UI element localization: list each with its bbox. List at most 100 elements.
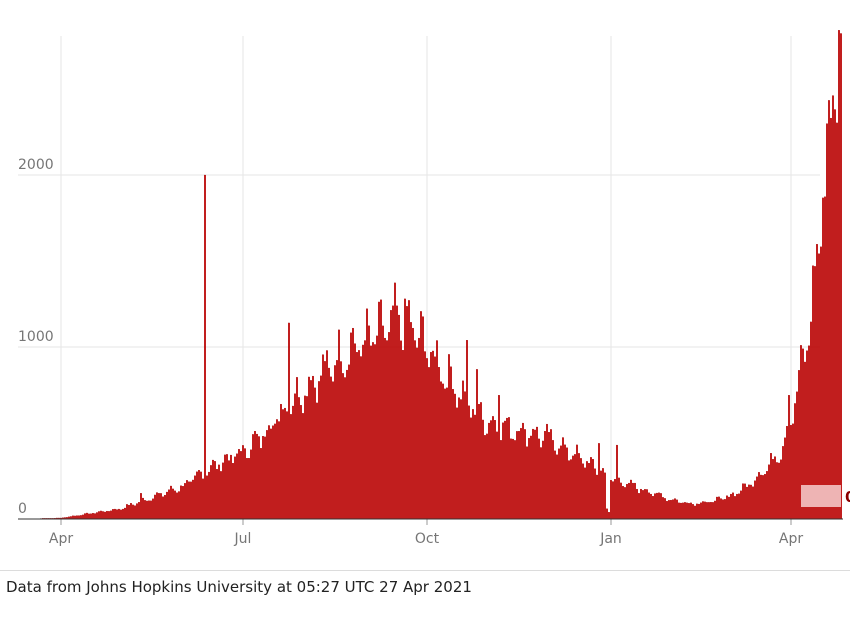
bar xyxy=(608,512,610,520)
bar xyxy=(780,459,782,520)
bar xyxy=(492,416,494,520)
bar xyxy=(332,381,334,520)
bar xyxy=(206,475,208,520)
bar xyxy=(658,492,660,520)
bar xyxy=(670,499,672,520)
bar xyxy=(382,325,384,520)
bar xyxy=(386,340,388,520)
bar xyxy=(508,417,510,520)
bar xyxy=(84,513,86,520)
bar xyxy=(638,493,640,520)
bar xyxy=(172,488,174,520)
bar xyxy=(724,499,726,520)
bar xyxy=(820,246,822,520)
bar xyxy=(96,512,98,520)
bar xyxy=(434,356,436,520)
bar xyxy=(556,454,558,520)
bar xyxy=(456,407,458,520)
bar xyxy=(80,515,82,520)
bar xyxy=(624,487,626,520)
bar xyxy=(678,502,680,520)
bar xyxy=(182,486,184,520)
bar xyxy=(316,402,318,520)
bar xyxy=(340,361,342,520)
y-tick-label: 1000 xyxy=(18,329,54,345)
bar xyxy=(358,350,360,520)
bar xyxy=(140,493,142,520)
bar xyxy=(412,327,414,520)
bar xyxy=(110,510,112,520)
bar xyxy=(692,504,694,520)
bar xyxy=(836,122,838,520)
bar xyxy=(674,498,676,520)
bar xyxy=(320,375,322,520)
bar xyxy=(796,391,798,520)
bar xyxy=(336,360,338,520)
bar xyxy=(616,444,618,520)
bar xyxy=(676,499,678,520)
bar xyxy=(112,509,114,520)
bar xyxy=(458,397,460,520)
bar xyxy=(452,389,454,520)
bar xyxy=(118,508,120,520)
bar xyxy=(546,423,548,520)
bar xyxy=(108,511,110,520)
bar xyxy=(146,500,148,520)
bar xyxy=(280,404,282,520)
bar xyxy=(82,514,84,520)
bar xyxy=(766,471,768,520)
bar xyxy=(304,395,306,520)
bar xyxy=(438,367,440,520)
bar xyxy=(734,496,736,520)
bar xyxy=(278,421,280,520)
bar xyxy=(184,483,186,520)
bar xyxy=(404,298,406,520)
bar xyxy=(114,508,116,520)
bar xyxy=(370,345,372,520)
bar xyxy=(726,495,728,520)
bar xyxy=(234,456,236,520)
bar xyxy=(754,480,756,520)
bar xyxy=(708,502,710,520)
bar xyxy=(414,340,416,520)
x-tick-label: Apr xyxy=(49,531,73,547)
gridlines xyxy=(18,36,820,519)
bar xyxy=(330,376,332,520)
bar xyxy=(88,513,90,520)
bar xyxy=(826,123,828,520)
bar xyxy=(614,478,616,520)
bar xyxy=(260,448,262,520)
bar xyxy=(824,196,826,520)
bar xyxy=(164,494,166,520)
bar xyxy=(550,429,552,520)
bar xyxy=(588,463,590,520)
bar xyxy=(540,447,542,520)
bar xyxy=(116,509,118,520)
bar xyxy=(244,448,246,520)
bar xyxy=(570,459,572,520)
bar xyxy=(798,370,800,520)
bar xyxy=(196,471,198,520)
bar xyxy=(126,504,128,520)
axes: 0 1000 2000 Apr Jul Oct Jan Apr 0 xyxy=(18,157,850,547)
bar xyxy=(484,435,486,520)
bar xyxy=(758,472,760,520)
bar xyxy=(576,444,578,520)
bar xyxy=(344,377,346,520)
bar xyxy=(680,502,682,520)
bar xyxy=(122,508,124,520)
bar xyxy=(486,433,488,520)
bar xyxy=(204,174,206,520)
bar xyxy=(276,419,278,520)
bar xyxy=(712,502,714,520)
bar xyxy=(268,425,270,520)
bar xyxy=(714,500,716,520)
bar xyxy=(744,483,746,520)
bar xyxy=(520,428,522,520)
bar xyxy=(364,340,366,520)
bar xyxy=(548,432,550,520)
bar xyxy=(664,498,666,520)
bar xyxy=(816,244,818,520)
bar xyxy=(418,337,420,520)
bar xyxy=(174,490,176,520)
